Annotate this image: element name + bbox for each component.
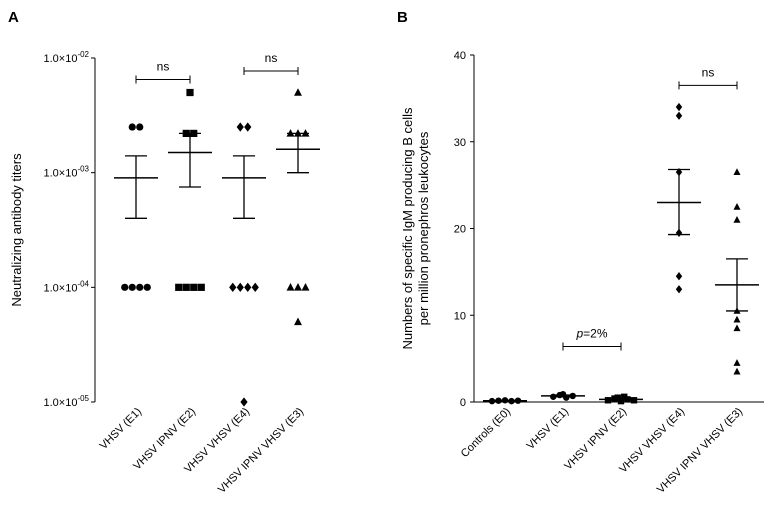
- panel-a-point-0-0: [128, 123, 136, 131]
- panel-a-point-3-7: [294, 317, 302, 326]
- panel-b-y-tick-label-2: 20: [454, 224, 466, 236]
- panel-b-y-axis-label-line-1: per million pronephros leukocytes: [416, 131, 431, 325]
- panel-a-annotation-0: ns: [157, 59, 170, 73]
- panel-a-y-tick-label-2: 1.0×10-03: [43, 165, 89, 180]
- panel-a-annotation-1: ns: [265, 51, 278, 65]
- panel-a-y-tick-label-3: 1.0×10-02: [43, 50, 89, 65]
- panel-a-y-tick-label-0: 1.0×10-05: [43, 394, 89, 409]
- panel-a-y-tick-mantissa-3: 1.0×10: [43, 53, 77, 65]
- panel-a-point-1-5: [190, 283, 198, 291]
- panel-a-letter: A: [8, 9, 19, 26]
- panel-b-point-2-0: [604, 397, 612, 404]
- panel-b-annotation-0-italic: p: [575, 326, 583, 340]
- panel-b-point-3-1: [675, 111, 683, 120]
- panel-a-point-2-3: [236, 282, 244, 293]
- panel-b-point-2-4: [630, 397, 638, 404]
- panel-a-y-tick-exponent-2: -03: [77, 165, 89, 174]
- panel-b-point-4-0: [733, 168, 741, 175]
- panel-b-point-4-4: [733, 315, 741, 323]
- panel-b-annotation-1: ns: [702, 65, 715, 79]
- panel-b-point-4-6: [733, 359, 741, 366]
- panel-a-point-0-5: [143, 283, 151, 291]
- panel-a-point-2-2: [229, 282, 237, 293]
- panel-a-y-tick-label-1: 1.0×10-04: [43, 279, 89, 294]
- panel-b-letter: B: [397, 9, 408, 26]
- panel-b-point-2-2: [617, 397, 625, 405]
- panel-b-point-4-5: [733, 324, 741, 332]
- panel-a-category-label-0: VHSV (E1): [98, 406, 145, 453]
- panel-b-category-label-1: VHSV (E1): [525, 406, 572, 453]
- panel-a-y-tick-mantissa-0: 1.0×10: [43, 397, 77, 409]
- panel-b-annotation-0: p=2%: [575, 326, 607, 340]
- panel-b-point-2-6: [621, 393, 628, 400]
- panel-a-y-tick-exponent-1: -04: [77, 279, 89, 288]
- panel-a-point-2-6: [240, 397, 248, 407]
- panel-b-y-tick-label-0: 0: [460, 397, 466, 409]
- panel-a-y-tick-mantissa-1: 1.0×10: [43, 282, 77, 294]
- panel-a-point-3-0: [294, 88, 302, 96]
- panel-a-point-1-3: [175, 283, 183, 291]
- panel-b-category-label-2: VHSV IPNV (E2): [562, 406, 629, 473]
- panel-b-point-4-1: [733, 202, 741, 210]
- panel-a-point-0-1: [136, 123, 144, 131]
- panel-a-y-axis-label: Neutralizing antibody titers: [9, 153, 24, 307]
- panel-a-point-2-0: [236, 122, 244, 132]
- panel-a-point-1-6: [197, 283, 205, 291]
- panel-b-chart: 0 10 20 30 40 Numbers of specific IgM produci…: [400, 50, 764, 496]
- panel-a-point-2-4: [244, 282, 252, 293]
- panel-a-point-1-0: [186, 88, 194, 97]
- panel-b-point-4-2: [733, 215, 741, 223]
- panel-b-y-tick-label-4: 40: [454, 50, 466, 62]
- panel-a-point-2-5: [251, 282, 259, 293]
- panel-b-category-label-0: Controls (E0): [459, 406, 513, 460]
- panel-a-point-3-4: [286, 283, 295, 291]
- panel-b-point-3-0: [675, 102, 683, 112]
- panel-a-point-3-6: [301, 283, 310, 291]
- panel-b-y-axis-label-line-0: Numbers of specific IgM producing B cell…: [400, 107, 415, 350]
- panel-b-point-3-4: [675, 272, 683, 281]
- panel-a-y-tick-exponent-0: -05: [77, 394, 89, 403]
- panel-a-point-3-5: [294, 283, 302, 291]
- panel-b-point-3-5: [675, 285, 683, 294]
- panel-a-point-0-3: [128, 283, 136, 291]
- panel-b-point-4-7: [733, 367, 741, 375]
- panel-b-y-tick-label-1: 10: [454, 310, 466, 322]
- panel-b-annotation-0-rest: =2%: [583, 326, 608, 340]
- panel-a-point-0-4: [136, 283, 144, 291]
- panel-a-y-tick-exponent-3: -02: [77, 50, 89, 59]
- panel-a-y-tick-mantissa-2: 1.0×10: [43, 168, 77, 180]
- panel-b-y-tick-label-3: 30: [454, 137, 466, 149]
- panel-a-point-0-2: [121, 283, 129, 291]
- panel-a-chart: 1.0×10-051.0×10-041.0×10-031.0×10-02Neut…: [9, 50, 320, 496]
- panel-a-point-2-1: [244, 122, 252, 132]
- panel-a-point-1-4: [182, 283, 190, 291]
